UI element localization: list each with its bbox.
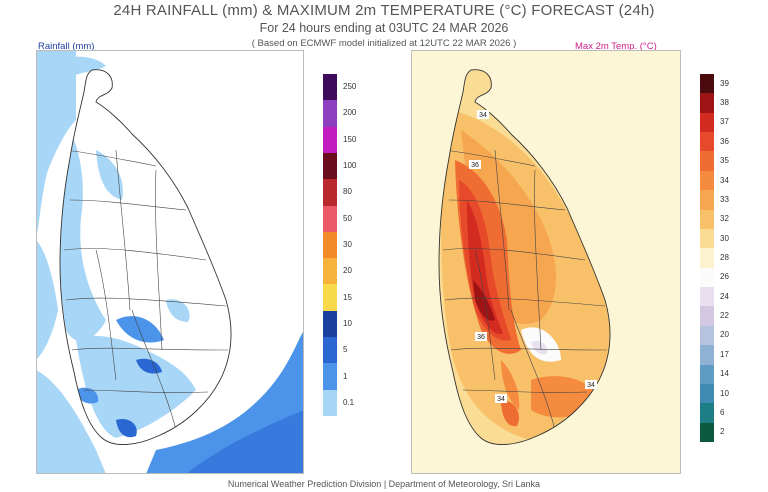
colorbar-segment: [700, 422, 714, 443]
colorbar-label: 10: [343, 318, 352, 328]
contour-label: 36: [471, 162, 479, 169]
colorbar-label: 37: [720, 117, 729, 127]
colorbar-label: 200: [343, 108, 357, 118]
colorbar-label: 24: [720, 291, 729, 301]
colorbar-segment: [700, 403, 714, 424]
colorbar-label: 20: [343, 266, 352, 276]
colorbar-label: 20: [720, 330, 729, 340]
colorbar-segment: [700, 248, 714, 269]
contour-label: 34: [479, 112, 487, 119]
colorbar-segment: [700, 267, 714, 288]
colorbar-segment: [700, 209, 714, 230]
colorbar-label: 30: [343, 240, 352, 249]
colorbar-label: 14: [720, 369, 729, 379]
forecast-period: For 24 hours ending at 03UTC 24 MAR 2026: [259, 21, 509, 35]
colorbar-segment: [323, 363, 337, 391]
colorbar-label: 38: [720, 98, 729, 108]
colorbar-segment: [700, 151, 714, 172]
colorbar-segment: [323, 258, 337, 285]
colorbar-segment: [323, 205, 337, 233]
colorbar-segment: [700, 345, 714, 366]
colorbar-label: 22: [720, 311, 729, 321]
colorbar-segment: [700, 306, 714, 327]
colorbar-label: 0.1: [343, 397, 355, 407]
colorbar-segment: [700, 383, 714, 404]
colorbar-segment: [700, 132, 714, 152]
colorbar-label: 26: [720, 272, 729, 282]
colorbar-label: 250: [343, 82, 357, 92]
rainfall-colorbar: [323, 74, 337, 417]
temperature-panel-label: Max 2m Temp. (°C): [575, 41, 657, 52]
colorbar-segment: [323, 74, 337, 101]
rainfall-map: [36, 50, 304, 474]
colorbar-segment: [700, 170, 714, 191]
footer-credit: Numerical Weather Prediction Division | …: [227, 479, 541, 489]
colorbar-label: 36: [720, 136, 729, 146]
contour-label: 34: [587, 382, 595, 389]
temperature-map: 34 36 36 34 34: [411, 50, 681, 474]
colorbar-segment: [323, 337, 337, 364]
colorbar-label: 28: [720, 253, 729, 262]
colorbar-label: 32: [720, 214, 729, 224]
colorbar-segment: [700, 287, 714, 307]
colorbar-segment: [323, 179, 337, 207]
colorbar-segment: [700, 364, 714, 385]
colorbar-label: 35: [720, 156, 729, 166]
colorbar-label: 2: [720, 427, 725, 437]
colorbar-label: 10: [720, 388, 729, 398]
colorbar-segment: [323, 100, 337, 128]
colorbar-segment: [323, 152, 337, 180]
colorbar-label: 1: [343, 371, 348, 381]
colorbar-label: 15: [343, 292, 352, 302]
colorbar-segment: [700, 190, 714, 211]
main-title: 24H RAINFALL (mm) & MAXIMUM 2m TEMPERATU…: [113, 2, 655, 19]
colorbar-label: 33: [720, 194, 729, 204]
colorbar-segment: [700, 325, 714, 346]
colorbar-label: 6: [720, 407, 725, 417]
colorbar-label: 30: [720, 233, 729, 243]
temperature-colorbar: [700, 74, 714, 443]
colorbar-segment: [700, 93, 714, 114]
colorbar-label: 100: [343, 161, 357, 171]
colorbar-segment: [323, 231, 337, 259]
colorbar-segment: [323, 310, 337, 338]
colorbar-segment: [323, 126, 337, 154]
contour-label: 36: [477, 334, 485, 341]
colorbar-segment: [323, 389, 337, 417]
colorbar-label: 5: [343, 345, 348, 355]
colorbar-segment: [700, 74, 714, 94]
rainfall-panel-label: Rainfall (mm): [38, 41, 95, 52]
colorbar-label: 17: [720, 349, 729, 359]
colorbar-label: 150: [343, 134, 357, 144]
colorbar-label: 50: [343, 213, 352, 223]
colorbar-label: 34: [720, 175, 729, 185]
contour-label: 34: [497, 396, 505, 403]
model-note: ( Based on ECMWF model initialized at 12…: [251, 38, 517, 49]
colorbar-segment: [700, 112, 714, 133]
colorbar-segment: [323, 284, 337, 312]
colorbar-label: 80: [343, 187, 352, 197]
colorbar-label: 39: [720, 78, 729, 88]
colorbar-segment: [700, 228, 714, 249]
